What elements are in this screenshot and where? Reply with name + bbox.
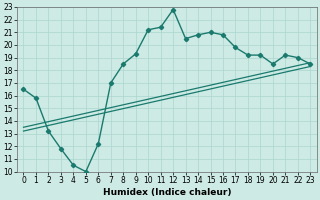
- X-axis label: Humidex (Indice chaleur): Humidex (Indice chaleur): [103, 188, 231, 197]
